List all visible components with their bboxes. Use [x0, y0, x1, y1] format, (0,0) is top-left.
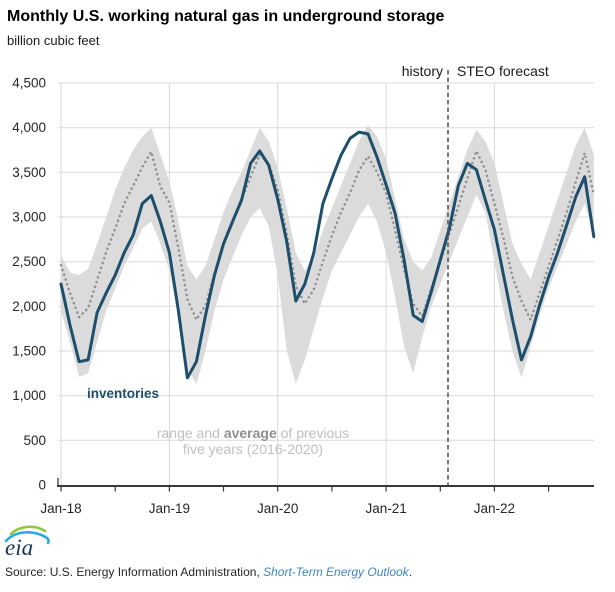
range-average-label-post: of previous: [276, 425, 350, 441]
source-prefix: Source: U.S. Energy Information Administ…: [5, 565, 264, 579]
page-title: Monthly U.S. working natural gas in unde…: [7, 8, 445, 25]
units-subtitle: billion cubic feet: [7, 33, 100, 48]
inventories-line: [59, 130, 596, 380]
y-tick-label-3500: 3,500: [12, 165, 46, 180]
eia-logo-text: eia: [5, 535, 33, 559]
y-tick-label-3000: 3,000: [12, 210, 46, 225]
y-tick-label-4500: 4,500: [12, 76, 46, 91]
eia-logo: eia: [4, 525, 50, 559]
source-suffix: .: [408, 565, 413, 579]
range-average-label: range and average of previous five years…: [108, 425, 398, 457]
steo-forecast-annotation: STEO forecast: [457, 63, 549, 79]
y-tick-label-2500: 2,500: [12, 254, 46, 269]
y-tick-label-500: 500: [23, 433, 46, 448]
y-tick-label-1500: 1,500: [12, 344, 46, 359]
eia-logo-blue-swoosh: [4, 531, 50, 545]
five-year-average-line: [59, 147, 596, 323]
x-tick-label-Jan-18: Jan-18: [40, 501, 81, 516]
range-average-label-pre: range and: [156, 425, 224, 441]
five-year-range-band: [61, 125, 594, 385]
y-tick-label-0: 0: [38, 478, 46, 493]
x-tick-label-Jan-19: Jan-19: [149, 501, 190, 516]
range-average-label-line2: five years (2016-2020): [182, 441, 324, 457]
x-tick-label-Jan-22: Jan-22: [474, 501, 515, 516]
eia-logo-green-swoosh: [9, 525, 47, 536]
y-tick-label-4000: 4,000: [12, 120, 46, 135]
x-tick-label-Jan-21: Jan-21: [365, 501, 406, 516]
range-average-label-bold: average: [223, 425, 277, 441]
history-annotation: history: [401, 63, 443, 79]
source-link[interactable]: Short-Term Energy Outlook: [263, 565, 409, 579]
y-tick-label-1000: 1,000: [12, 388, 46, 403]
source-line: Source: U.S. Energy Information Administ…: [5, 565, 412, 579]
x-tick-label-Jan-20: Jan-20: [257, 501, 298, 516]
inventories-series-label: inventories: [87, 386, 160, 401]
y-tick-label-2000: 2,000: [12, 299, 46, 314]
